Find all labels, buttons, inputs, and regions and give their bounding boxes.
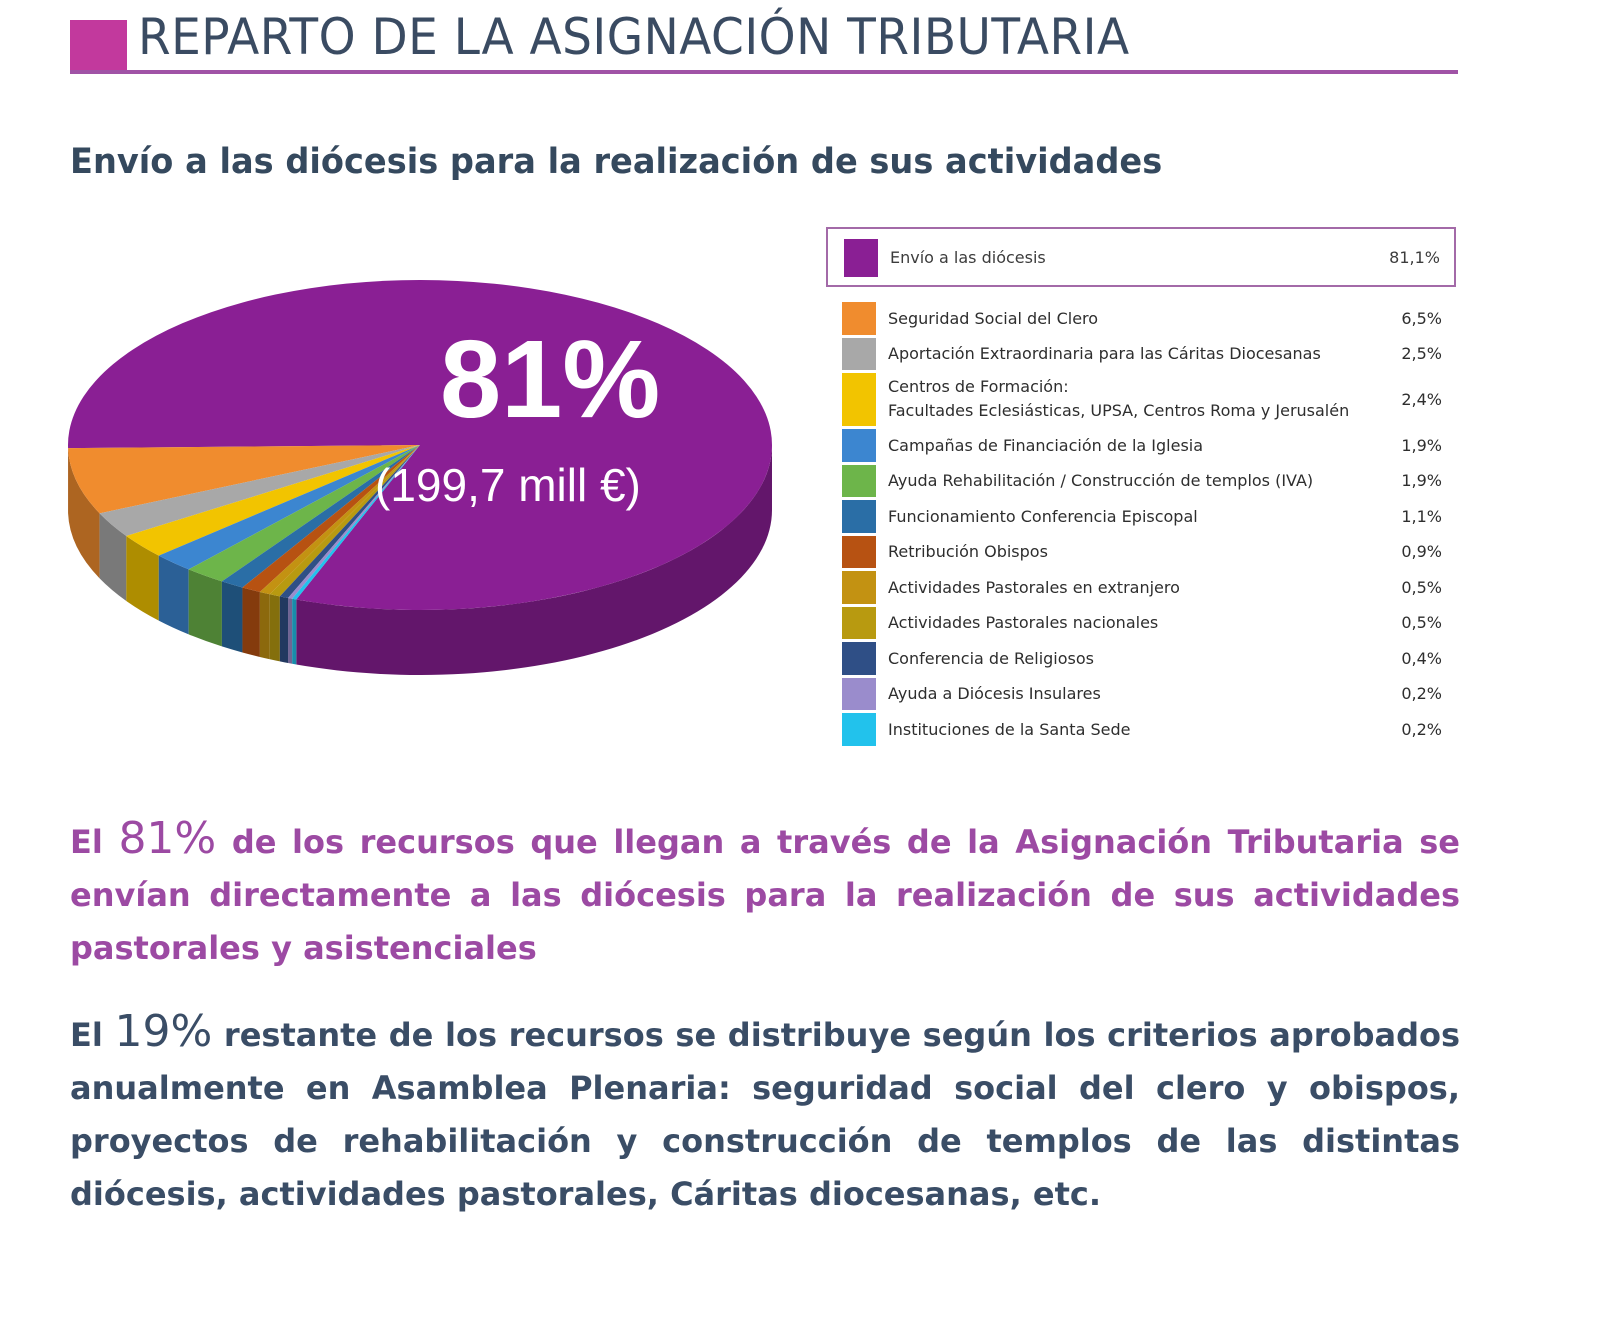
legend-swatch <box>842 571 876 604</box>
legend-value: 0,2% <box>1401 719 1442 739</box>
pie-side-2 <box>99 513 127 601</box>
legend-item-2: Aportación Extraordinaria para las Cárit… <box>842 337 1456 374</box>
legend-label: Ayuda a Diócesis Insulares <box>888 684 1101 704</box>
legend-label: Campañas de Financiación de la Iglesia <box>888 435 1204 455</box>
pie-slice-11 <box>288 445 420 599</box>
pie-slice-4 <box>158 445 421 570</box>
legend-item-7: Retribución Obispos 0,9% <box>842 535 1456 572</box>
legend-value: 0,5% <box>1401 613 1442 633</box>
paragraph-81-number: 81% <box>118 813 217 864</box>
title-underline <box>70 70 1458 74</box>
pie-slice-9 <box>269 445 420 597</box>
pie-chart <box>50 270 810 690</box>
legend-value: 2,5% <box>1401 344 1442 364</box>
legend-label: Retribución Obispos <box>888 542 1048 562</box>
legend-value: 1,1% <box>1401 506 1442 526</box>
pie-slice-6 <box>221 445 420 588</box>
legend-value: 2,4% <box>1401 390 1442 409</box>
legend-item-8: Actividades Pastorales en extranjero 0,5% <box>842 571 1456 607</box>
legend-value: 0,4% <box>1401 648 1442 668</box>
pie-side-10 <box>279 596 289 663</box>
legend-item-10: Conferencia de Religiosos 0,4% <box>842 642 1456 678</box>
legend-swatch <box>842 713 876 746</box>
legend-item-9: Actividades Pastorales nacionales 0,5% <box>842 606 1456 643</box>
pie-slice-0 <box>68 279 772 610</box>
pie-slice-2 <box>99 445 420 536</box>
pie-side-0 <box>296 445 772 675</box>
legend-swatch <box>842 606 876 639</box>
legend-value: 0,9% <box>1401 542 1442 562</box>
pie-slice-8 <box>259 445 420 595</box>
legend-item-11: Ayuda a Diócesis Insulares 0,2% <box>842 677 1456 714</box>
pie-side-5 <box>188 569 222 647</box>
legend-swatch <box>842 464 876 497</box>
pie-slice-1 <box>68 445 420 514</box>
page-title: REPARTO DE LA ASIGNACIÓN TRIBUTARIA <box>138 8 1130 66</box>
paragraph-81: El 81% de los recursos que llegan a trav… <box>70 813 1461 967</box>
legend-item-6: Funcionamiento Conferencia Episcopal 1,1% <box>842 500 1456 536</box>
legend-swatch <box>842 429 876 462</box>
pie-side-1 <box>68 448 100 579</box>
legend-value: 1,9% <box>1401 471 1442 491</box>
legend-swatch <box>842 500 876 533</box>
legend-value: 0,2% <box>1401 684 1442 704</box>
pie-side-12 <box>292 598 297 665</box>
legend-value: 6,5% <box>1401 308 1442 328</box>
legend-label: Actividades Pastorales en extranjero <box>888 577 1180 597</box>
legend-swatch <box>842 642 876 675</box>
pie-chart-svg <box>68 279 772 675</box>
legend-item-4: Campañas de Financiación de la Iglesia 1,… <box>842 429 1456 465</box>
pie-side-11 <box>288 597 293 664</box>
legend-label: Envío a las diócesis <box>890 248 1046 267</box>
pie-side-8 <box>259 591 270 660</box>
pie-amount-label: (199,7 mill €) <box>375 459 641 511</box>
legend-label: Actividades Pastorales nacionales <box>888 613 1159 633</box>
legend-label: Funcionamiento Conferencia Episcopal <box>888 506 1198 526</box>
pie-side-4 <box>158 555 189 635</box>
legend-item-5: Ayuda Rehabilitación / Construcción de t… <box>842 464 1456 501</box>
pie-slice-10 <box>279 445 420 598</box>
legend-value: 1,9% <box>1401 435 1442 455</box>
legend-item-3: Centros de Formación: Facultades Eclesiás… <box>842 373 1456 429</box>
legend-value: 81,1% <box>1389 248 1440 267</box>
paragraph-19: El 19% restante de los recursos se distr… <box>70 1006 1461 1213</box>
pie-big-percent: 81% <box>440 318 661 441</box>
legend-value: 0,5% <box>1401 577 1442 597</box>
pie-slice-7 <box>242 445 420 592</box>
legend-swatch <box>842 677 876 710</box>
legend-swatch <box>842 373 876 426</box>
legend-swatch <box>842 337 876 370</box>
legend-swatch <box>842 535 876 568</box>
legend-item-12: Instituciones de la Santa Sede 0,2% <box>842 713 1456 749</box>
pie-slice-12 <box>292 445 420 600</box>
legend-label: Aportación Extraordinaria para las Cárit… <box>888 344 1321 364</box>
legend-item-0: Envío a las diócesis 81,1% <box>826 227 1456 287</box>
legend-label: Conferencia de Religiosos <box>888 648 1094 668</box>
legend-label: Seguridad Social del Clero <box>888 308 1099 328</box>
legend-label: Centros de Formación: Facultades Eclesiás… <box>888 377 1350 420</box>
pie-side-7 <box>242 587 260 657</box>
pie-side-9 <box>269 594 280 662</box>
legend-item-1: Seguridad Social del Clero 6,5% <box>842 302 1456 338</box>
legend-label: Instituciones de la Santa Sede <box>888 719 1131 739</box>
legend-label: Ayuda Rehabilitación / Construcción de t… <box>888 471 1314 491</box>
title-accent-block <box>70 20 127 72</box>
chart-subtitle: Envío a las diócesis para la realización… <box>70 142 1163 182</box>
pie-slice-5 <box>188 445 420 582</box>
legend-swatch <box>844 239 878 277</box>
paragraph-19-number: 19% <box>114 1006 213 1057</box>
legend-swatch <box>842 302 876 335</box>
pie-slice-3 <box>126 445 420 556</box>
pie-side-6 <box>221 581 243 653</box>
pie-side-3 <box>126 535 159 621</box>
